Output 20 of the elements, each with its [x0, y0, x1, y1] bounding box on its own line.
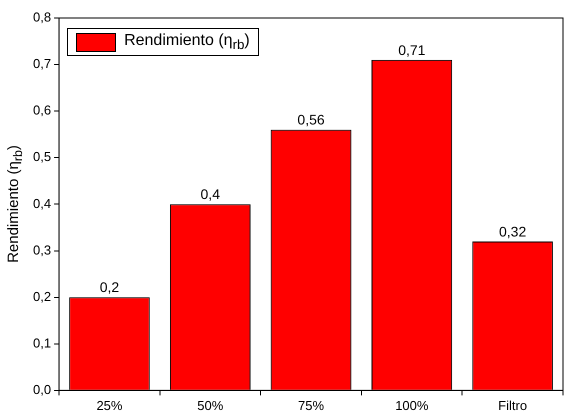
y-tick-label: 0,0	[32, 382, 52, 397]
x-tick-label: 25%	[96, 398, 123, 413]
x-tick-label: 50%	[197, 398, 224, 413]
y-tick-label: 0,1	[32, 335, 52, 350]
data-label: 0,2	[100, 279, 120, 296]
y-tick-label: 0,3	[32, 242, 52, 258]
data-label: 0,71	[398, 42, 426, 58]
y-tick-label: 0,8	[32, 10, 52, 25]
y-tick-label: 0,5	[32, 149, 52, 164]
x-tick-label: 100%	[395, 398, 429, 413]
x-tick-label: 75%	[298, 398, 324, 413]
legend-label: Rendimiento (η$_{rb}$)	[124, 32, 250, 52]
y-tick-label: 0,7	[32, 56, 52, 72]
y-tick-label: 0,6	[32, 102, 52, 118]
data-label: 0,56	[297, 112, 325, 128]
y-tick-label: 0,4	[32, 196, 52, 211]
data-label: 0,4	[200, 186, 220, 202]
data-label: 0,32	[498, 223, 526, 240]
y-tick-label: 0,2	[32, 288, 52, 304]
x-tick-label: Filtro	[498, 398, 528, 413]
